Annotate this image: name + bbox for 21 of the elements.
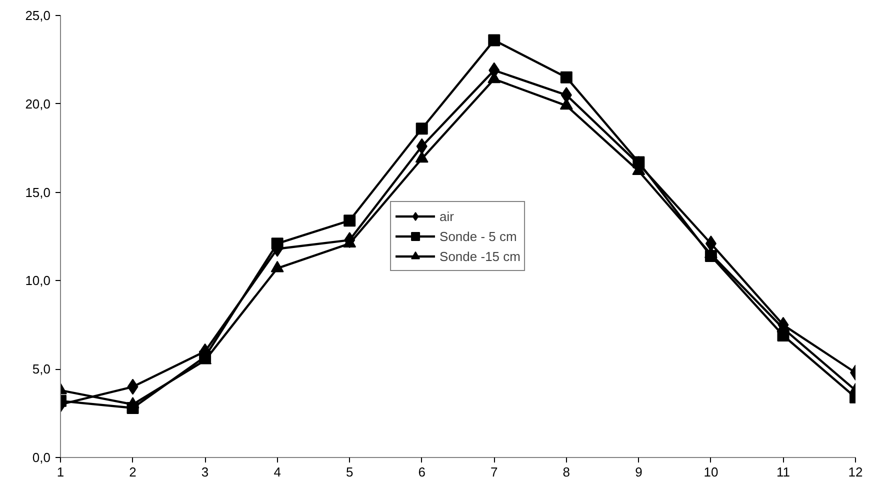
x-tick-label: 9	[635, 464, 642, 479]
x-tick-label: 4	[274, 464, 281, 479]
y-tick-label: 25,0	[25, 8, 51, 23]
x-tick-label: 1	[56, 464, 64, 479]
y-tick-label: 10,0	[25, 273, 51, 288]
x-tick-label: 12	[848, 464, 863, 479]
x-tick-label: 11	[776, 464, 790, 479]
x-tick-label: 3	[201, 464, 209, 479]
x-tick-label: 5	[346, 464, 354, 479]
legend-label: air	[440, 208, 455, 224]
y-tick-label: 20,0	[25, 96, 51, 112]
y-tick-label: 0,0	[32, 450, 51, 465]
x-tick-label: 2	[129, 464, 136, 479]
x-tick-label: 8	[562, 464, 570, 479]
x-tick-label: 6	[418, 464, 426, 479]
x-tick-label: 10	[704, 464, 718, 479]
legend-label: Sonde - 5 cm	[440, 228, 517, 244]
legend-label: Sonde -15 cm	[440, 248, 520, 264]
y-tick-label: 15,0	[25, 184, 51, 200]
y-tick-label: 5,0	[32, 362, 51, 377]
x-tick-label: 7	[490, 464, 498, 479]
